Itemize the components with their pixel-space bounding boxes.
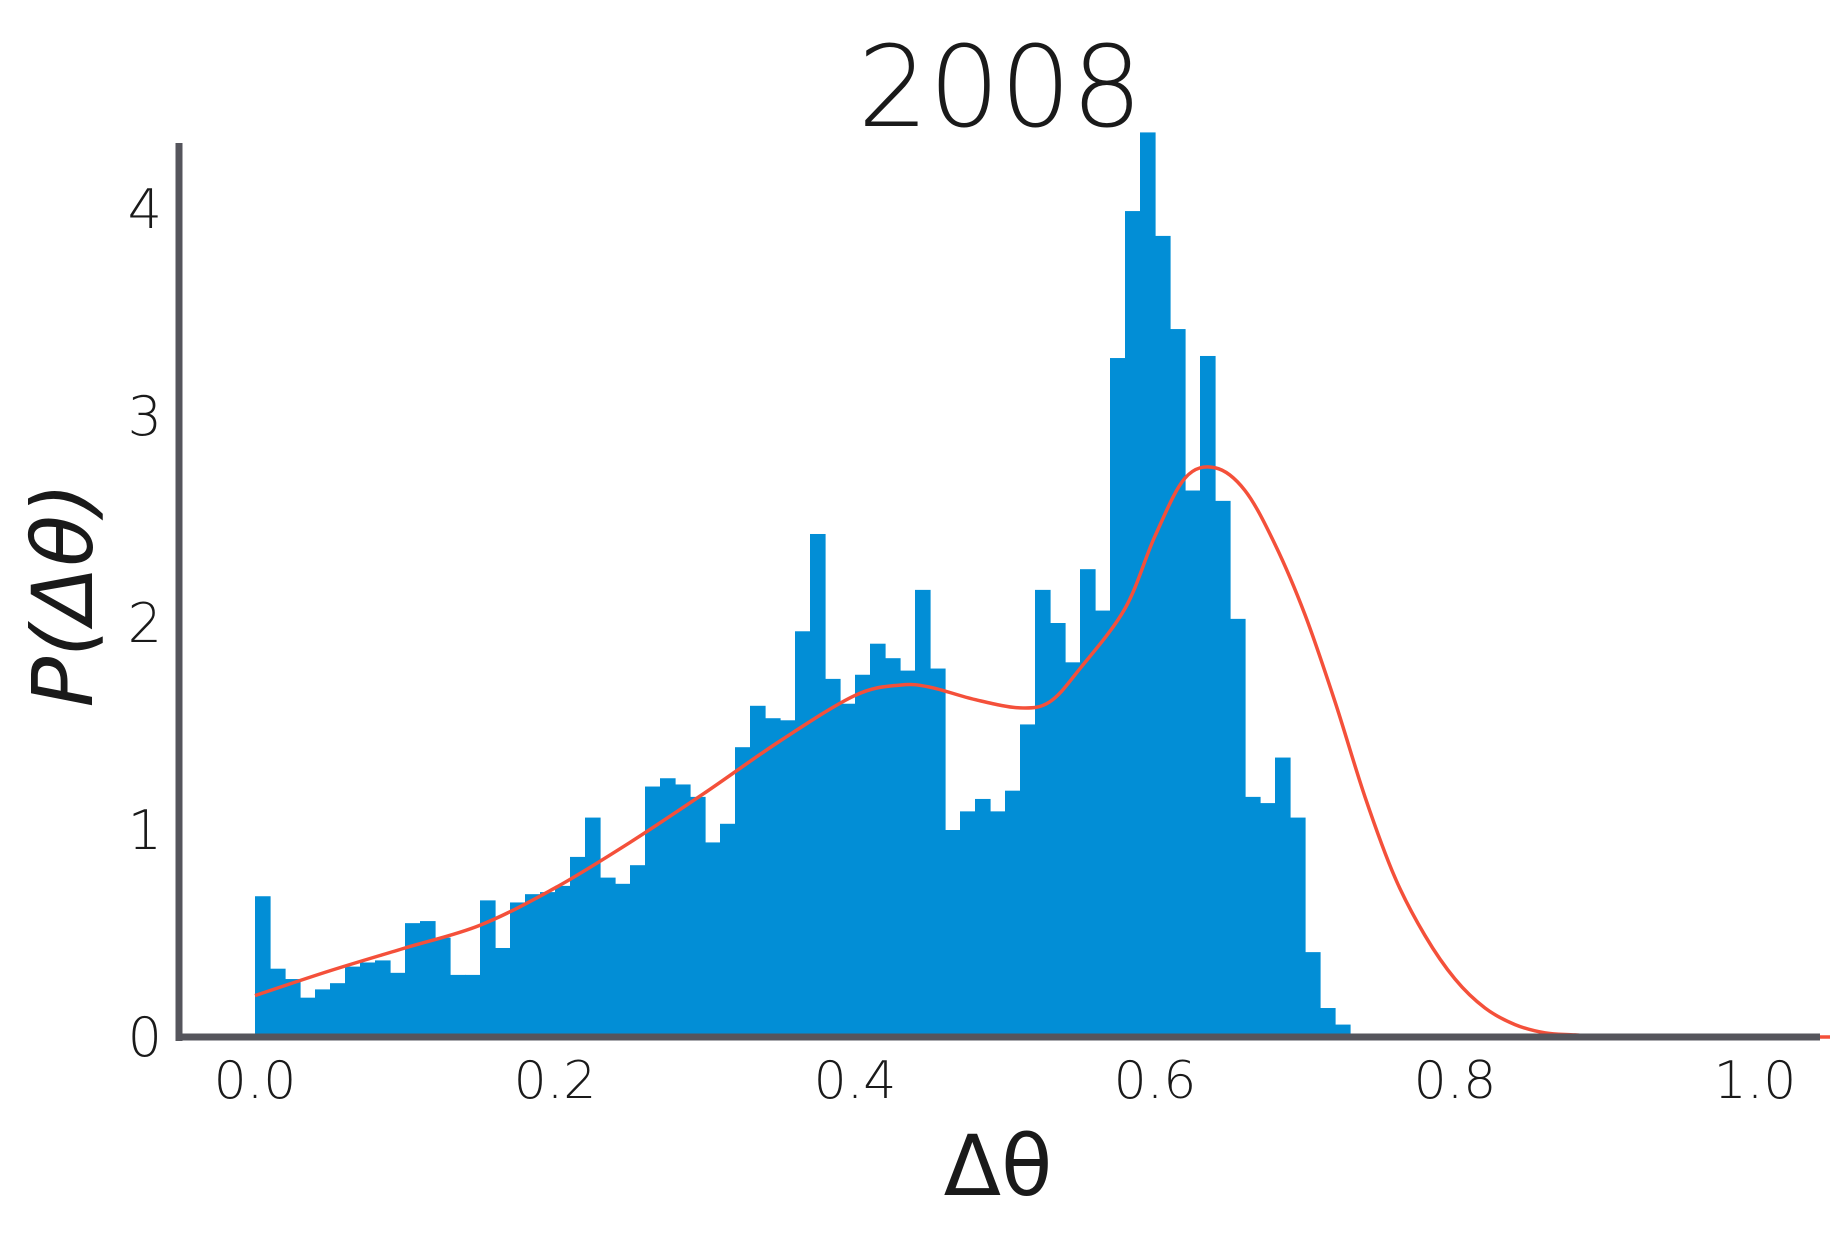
histogram-bar xyxy=(660,778,676,1037)
histogram-bar xyxy=(1305,952,1321,1037)
histogram-bar xyxy=(315,989,331,1037)
histogram-bar xyxy=(1140,132,1156,1037)
y-tick-label: 2 xyxy=(128,592,162,655)
histogram-bar xyxy=(1245,796,1261,1037)
histogram-bar xyxy=(300,997,316,1037)
histogram-bar xyxy=(1155,235,1171,1037)
histogram-bar xyxy=(1170,329,1186,1037)
histogram-bar xyxy=(840,703,856,1037)
histogram-bar xyxy=(465,974,481,1037)
histogram-bar xyxy=(645,786,661,1037)
histogram-bar xyxy=(915,589,931,1037)
histogram-bar xyxy=(780,720,796,1037)
histogram-bar xyxy=(690,796,706,1037)
histogram-bar xyxy=(1290,817,1306,1037)
histogram-bar xyxy=(285,979,301,1037)
y-tick-label: 1 xyxy=(128,799,162,862)
histogram-bar xyxy=(1275,757,1291,1037)
histogram-bar xyxy=(675,784,691,1037)
histogram-bar xyxy=(420,921,436,1037)
histogram-bar xyxy=(810,533,826,1037)
histogram-bar xyxy=(585,817,601,1037)
histogram-bar xyxy=(525,894,541,1037)
histogram-bar xyxy=(600,877,616,1037)
histogram-bar xyxy=(1110,358,1126,1037)
histogram-bar xyxy=(555,885,571,1037)
histogram-bar xyxy=(1065,662,1081,1037)
histogram-bar xyxy=(750,705,766,1037)
histogram-bars xyxy=(255,132,1351,1038)
histogram-bar xyxy=(510,902,526,1037)
y-tick-label: 3 xyxy=(128,385,162,448)
histogram-bar xyxy=(735,747,751,1037)
x-tick-label: 0.4 xyxy=(814,1051,897,1111)
histogram-bar xyxy=(540,892,556,1037)
histogram-bar xyxy=(975,798,991,1037)
histogram-bar xyxy=(1215,500,1231,1037)
histogram-bar xyxy=(825,678,841,1037)
histogram-bar xyxy=(630,865,646,1037)
histogram-bar xyxy=(1230,618,1246,1037)
histogram-bar xyxy=(450,974,466,1037)
histogram-bar xyxy=(270,968,286,1037)
histogram-bar xyxy=(795,631,811,1037)
histogram-bar xyxy=(1050,623,1066,1037)
histogram-bar xyxy=(345,966,361,1037)
y-tick-label: 0 xyxy=(128,1006,162,1069)
x-tick-label: 0.0 xyxy=(214,1051,297,1111)
histogram-bar xyxy=(990,811,1006,1037)
histogram-bar xyxy=(1035,589,1051,1037)
histogram-bar xyxy=(855,674,871,1037)
histogram-bar xyxy=(960,811,976,1037)
histogram-bar xyxy=(1020,724,1036,1037)
histogram-bar xyxy=(765,718,781,1037)
histogram-bar xyxy=(1095,610,1111,1037)
chart-title: 2008 xyxy=(857,23,1142,153)
histogram-bar xyxy=(570,856,586,1037)
y-tick-label: 4 xyxy=(128,178,162,241)
histogram-bar xyxy=(330,983,346,1037)
histogram-bar xyxy=(255,896,271,1037)
histogram-bar xyxy=(720,823,736,1037)
histogram-bar xyxy=(1125,211,1141,1037)
histogram-bar xyxy=(495,947,511,1037)
density-curve xyxy=(254,465,1830,1039)
histogram-bar xyxy=(1260,803,1276,1037)
histogram-bar xyxy=(1005,790,1021,1037)
y-axis-label: P(Δθ) xyxy=(14,482,112,707)
histogram-bar xyxy=(1080,569,1096,1037)
histogram-bar xyxy=(1200,355,1216,1038)
histogram-bar xyxy=(360,962,376,1037)
histogram-bar xyxy=(390,972,406,1037)
histogram-bar xyxy=(1185,490,1201,1037)
x-tick-label: 0.6 xyxy=(1114,1051,1197,1111)
x-tick-label: 0.8 xyxy=(1414,1051,1497,1111)
histogram-bar xyxy=(885,658,901,1037)
x-tick-label: 1.0 xyxy=(1714,1051,1797,1111)
histogram-bar xyxy=(375,960,391,1037)
histogram-bar xyxy=(900,670,916,1037)
histogram-bar xyxy=(705,842,721,1037)
x-axis-label: Δθ xyxy=(944,1117,1053,1215)
histogram-bar xyxy=(615,883,631,1037)
histogram-bar xyxy=(930,668,946,1037)
histogram-bar xyxy=(870,643,886,1037)
histogram-bar xyxy=(945,830,961,1037)
histogram-bar xyxy=(435,937,451,1037)
x-tick-labels: 0.0 0.2 0.4 0.6 0.8 1.0 xyxy=(214,1051,1797,1111)
y-tick-labels: 0 1 2 3 4 xyxy=(128,178,162,1069)
histogram-bar xyxy=(1320,1008,1336,1037)
histogram-bar xyxy=(405,923,421,1037)
x-tick-label: 0.2 xyxy=(514,1051,597,1111)
histogram-bar xyxy=(480,900,496,1037)
